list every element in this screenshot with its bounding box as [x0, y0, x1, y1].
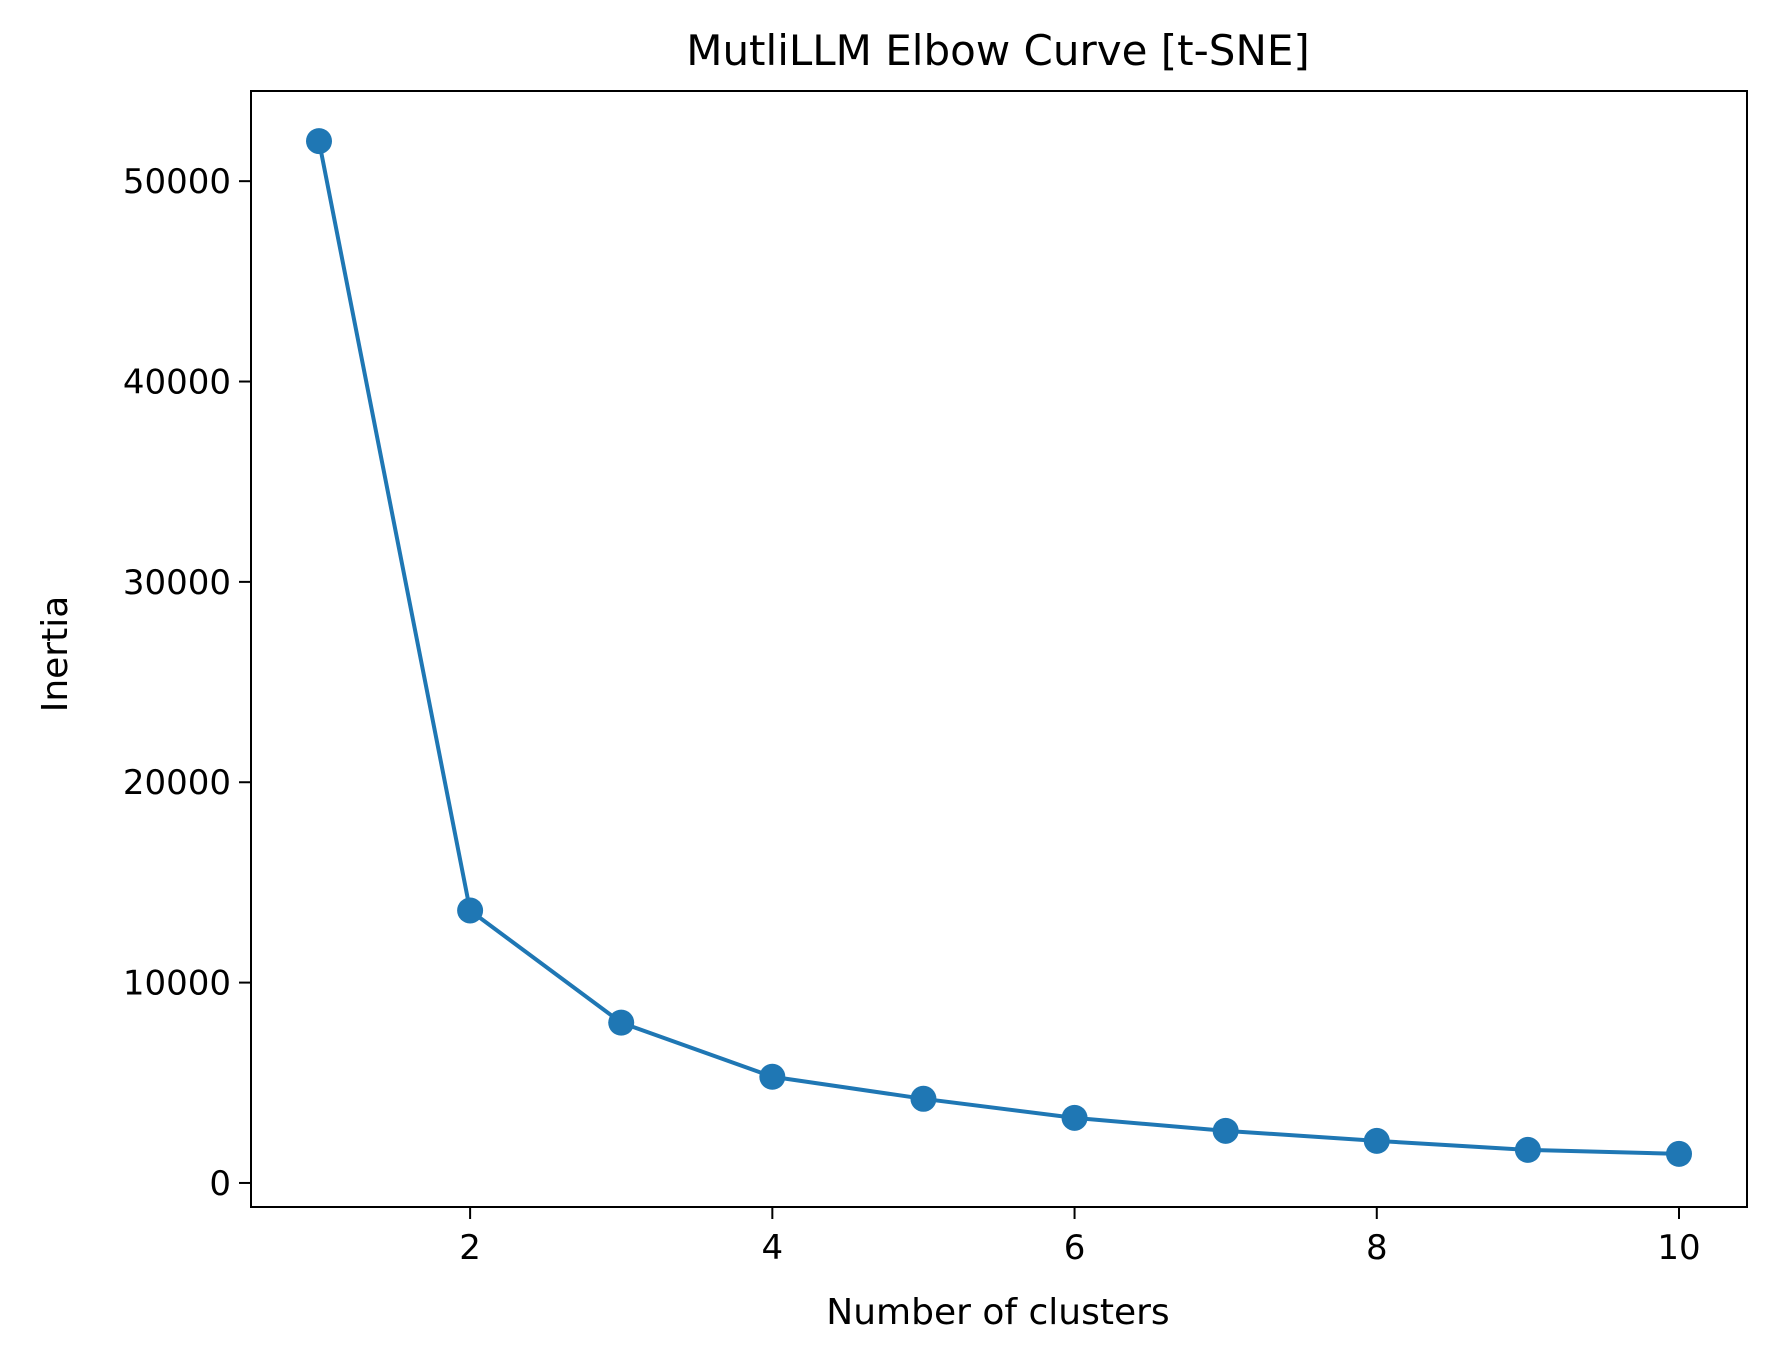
- data-point: [608, 1009, 635, 1036]
- x-tick-label: 6: [1064, 1228, 1086, 1268]
- plot-frame: [250, 90, 1748, 1208]
- series-line: [317, 140, 1680, 1156]
- chart-title: MutliLLM Elbow Curve [t-SNE]: [686, 26, 1310, 75]
- data-point: [1514, 1136, 1541, 1163]
- data-point: [1212, 1117, 1239, 1144]
- y-axis-label: Inertia: [35, 596, 76, 713]
- x-axis-ticks: 2 4 6 8 10: [459, 1207, 1701, 1268]
- data-point: [1363, 1127, 1390, 1154]
- data-point: [1666, 1140, 1692, 1167]
- data-point: [306, 128, 332, 155]
- x-tick-label: 4: [762, 1228, 784, 1268]
- y-tick-label: 50000: [123, 162, 231, 202]
- x-tick-label: 8: [1366, 1228, 1388, 1268]
- y-tick-label: 40000: [123, 363, 231, 403]
- data-point: [759, 1063, 786, 1090]
- y-tick-label: 0: [209, 1164, 231, 1204]
- y-tick-label: 10000: [123, 964, 231, 1004]
- y-tick-label: 30000: [123, 563, 231, 603]
- x-axis-label: Number of clusters: [826, 1292, 1169, 1333]
- data-point: [1061, 1104, 1088, 1131]
- y-axis-ticks: 0 10000 20000 30000 40000 50000: [123, 162, 251, 1204]
- data-point: [457, 897, 484, 924]
- x-tick-label: 10: [1657, 1228, 1700, 1268]
- data-point: [910, 1085, 937, 1112]
- y-tick-label: 20000: [123, 763, 231, 803]
- series-layer: [306, 128, 1692, 1167]
- x-tick-label: 2: [459, 1228, 481, 1268]
